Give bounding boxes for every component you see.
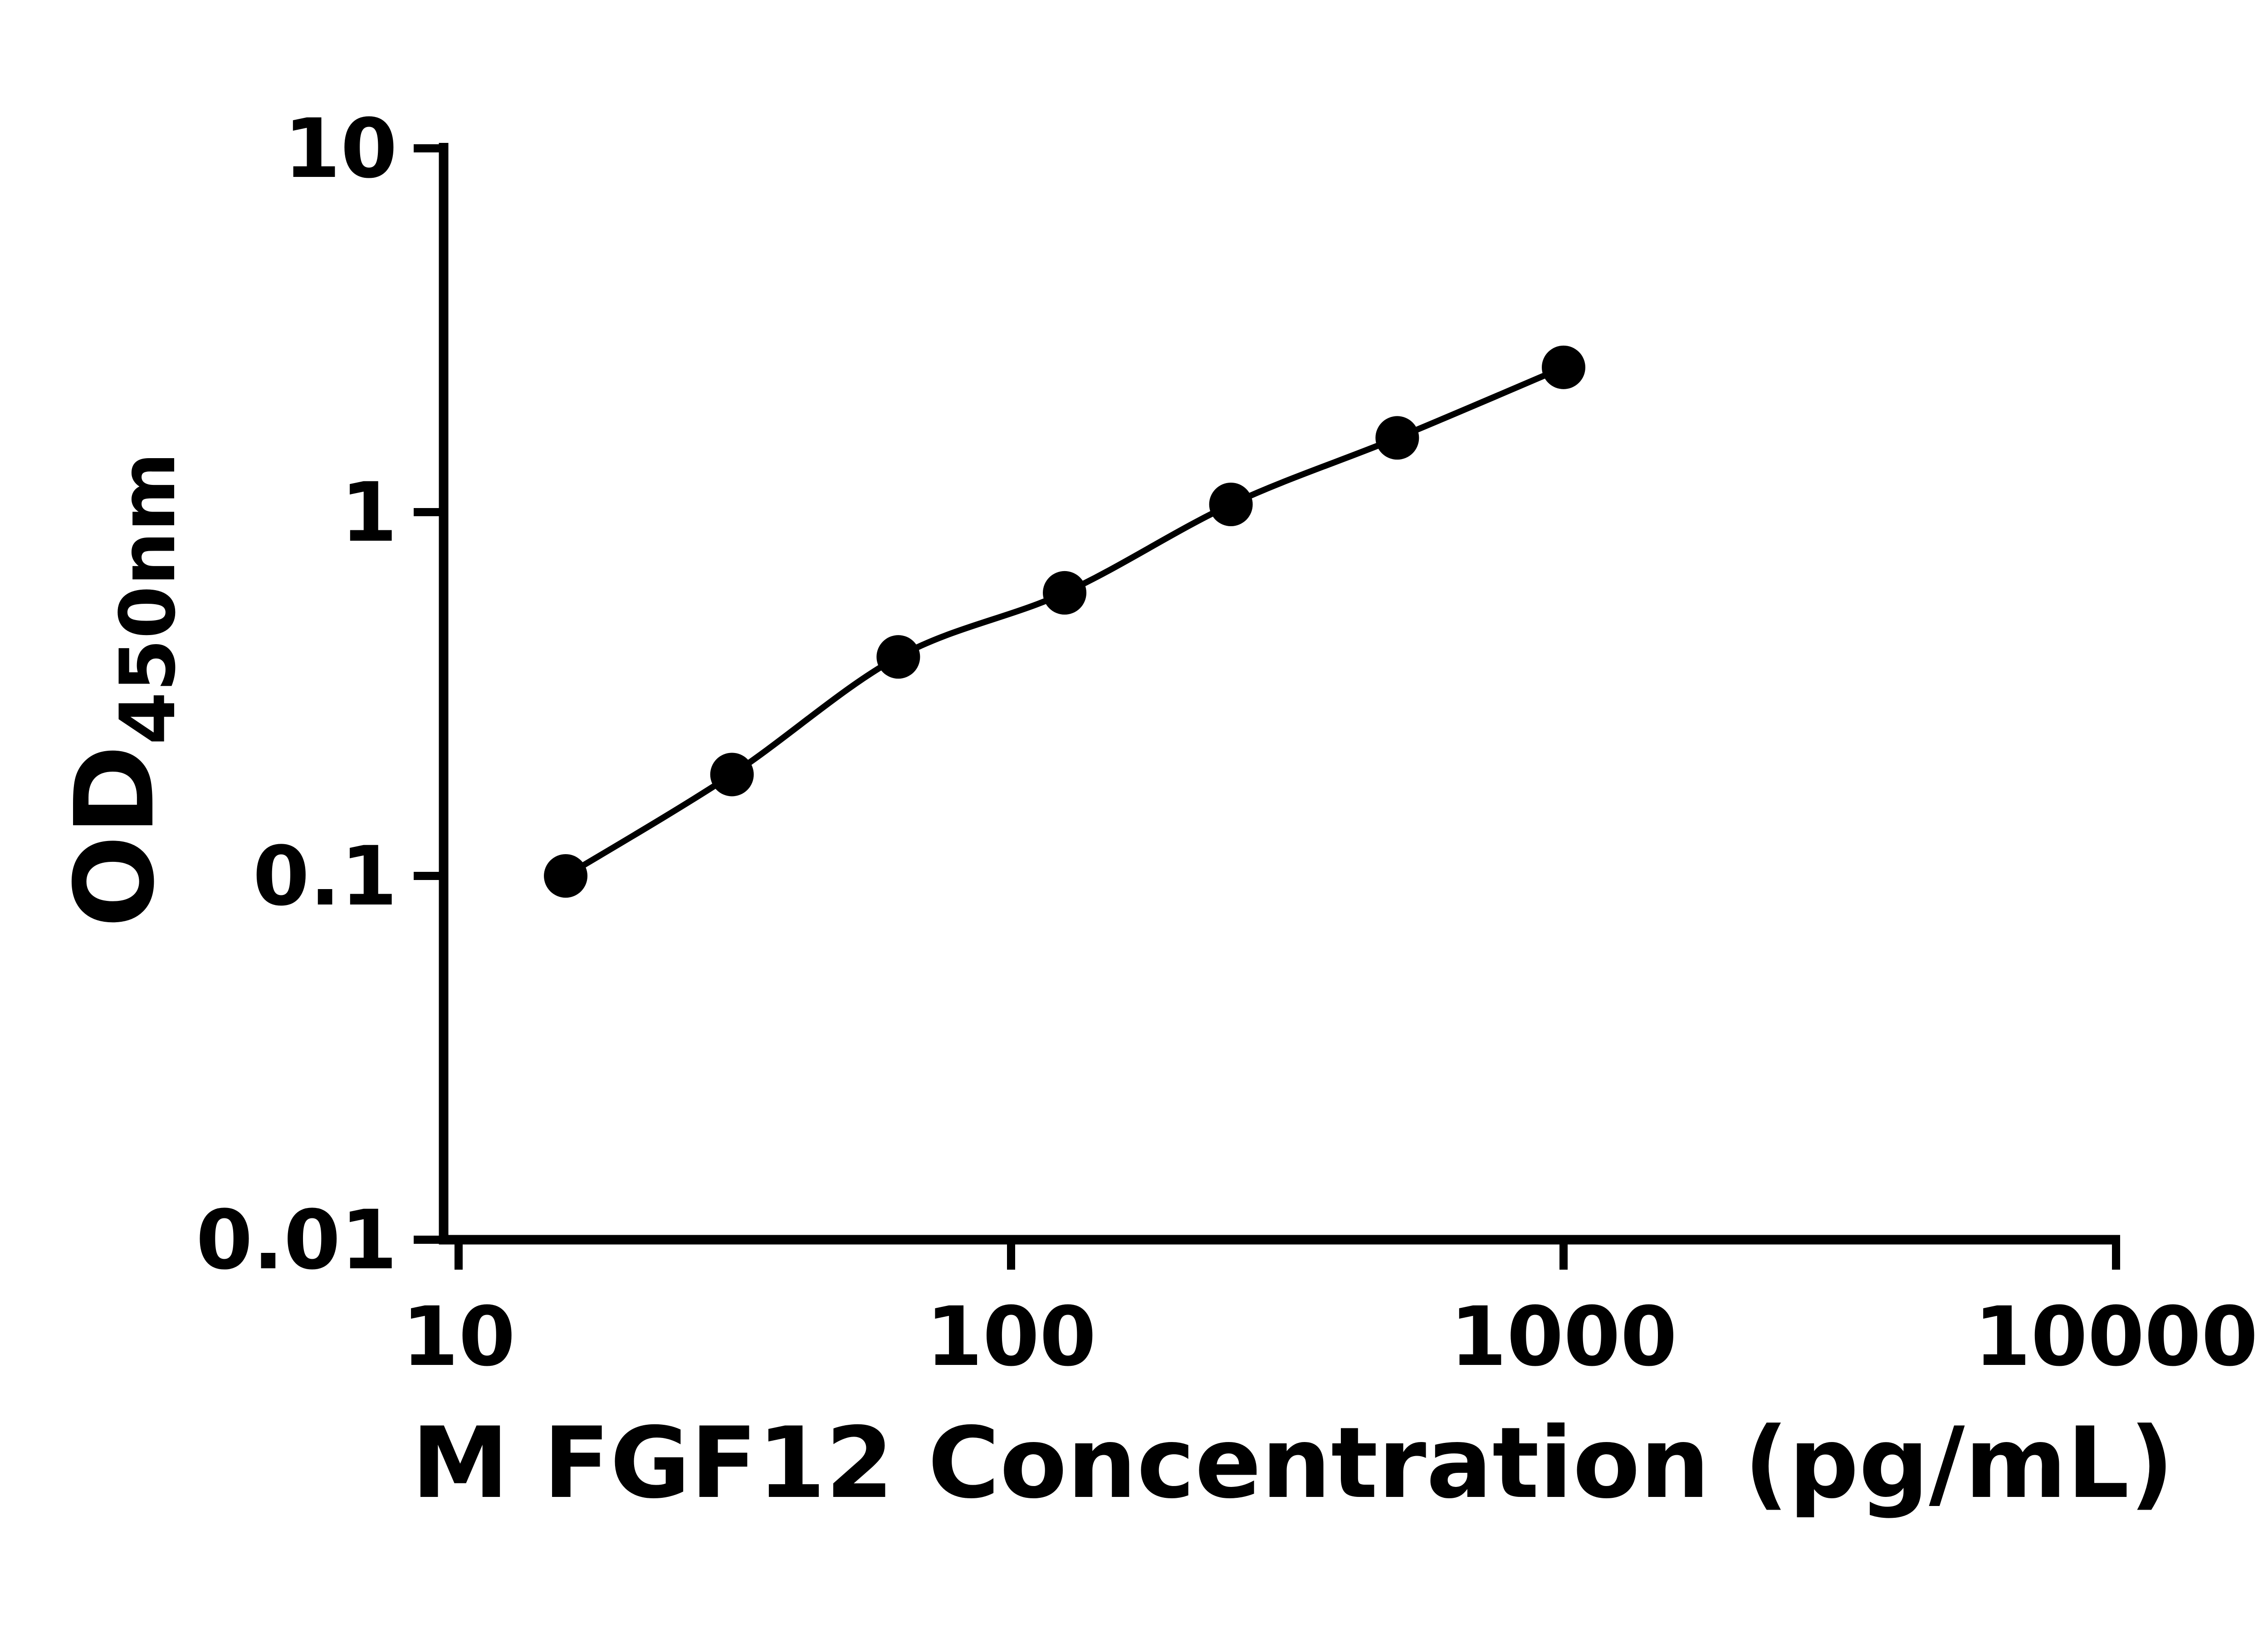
data-point-marker [1043, 571, 1087, 615]
y-tick-label: 0.01 [196, 1193, 397, 1288]
data-point-marker [1542, 345, 1585, 389]
x-axis-title: M FGF12 Concentration (pg/mL) [411, 1406, 2174, 1520]
x-tick-label: 1000 [1450, 1290, 1677, 1384]
y-axis-title-sub: 450nm [103, 452, 192, 745]
data-point-marker [876, 635, 920, 679]
x-axis-ticks: 10 100 1000 10000 [402, 1240, 2258, 1384]
y-axis-title: OD450nm [51, 452, 192, 928]
x-tick-label: 10 [402, 1290, 516, 1384]
plot-area: 0.01 0.1 1 10 10 100 1000 10000 M FGF12 Concen… [51, 102, 2258, 1520]
data-point-marker [1375, 416, 1419, 460]
x-tick-label: 10000 [1974, 1290, 2258, 1384]
data-point-marker [544, 854, 588, 898]
y-axis-title-main: OD [51, 745, 178, 928]
y-axis-ticks: 0.01 0.1 1 10 [196, 102, 444, 1288]
y-tick-label: 0.1 [253, 829, 397, 924]
y-tick-label: 10 [284, 102, 398, 196]
x-tick-label: 100 [926, 1290, 1096, 1384]
data-point-marker [710, 753, 754, 797]
data-point-marker [1209, 483, 1253, 527]
data-points [544, 345, 1585, 898]
y-tick-label: 1 [341, 465, 397, 560]
svg-text:OD450nm: OD450nm [51, 452, 192, 928]
